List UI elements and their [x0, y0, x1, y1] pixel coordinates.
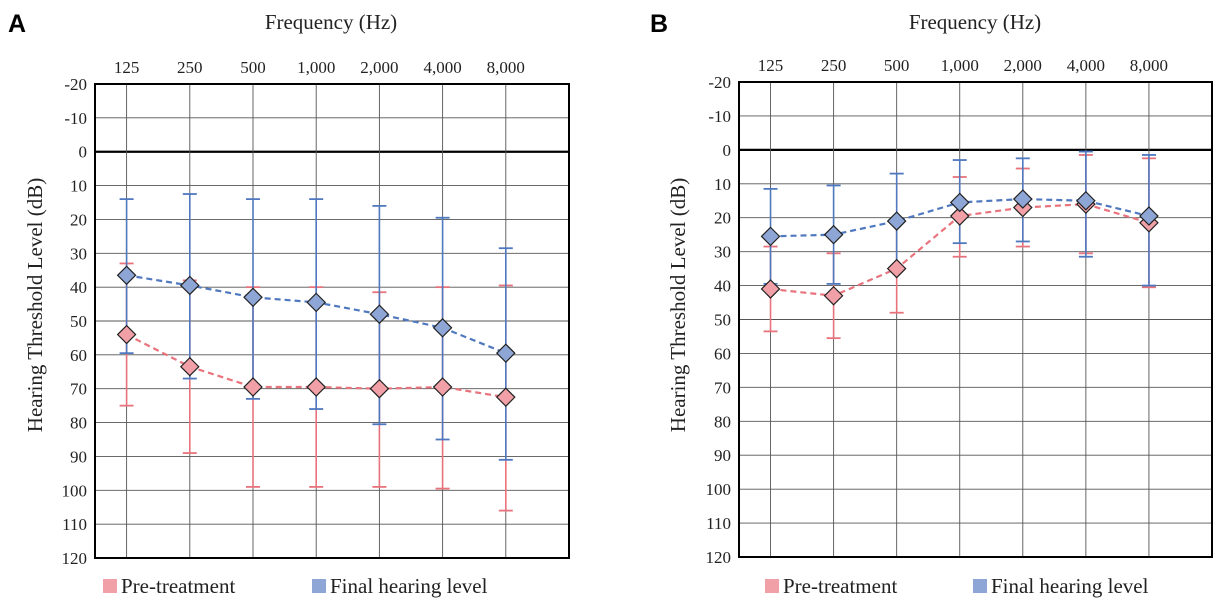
y-tick-label-a: 40 [70, 278, 87, 297]
y-tick-label-b: 10 [714, 175, 731, 194]
x-tick-label-b: 2,000 [1004, 56, 1042, 75]
y-tick-label-a: -10 [64, 109, 87, 128]
legend-label-pre-b: Pre-treatment [783, 574, 897, 598]
y-tick-label-a: 20 [70, 210, 87, 229]
marker-pre-b [949, 206, 970, 226]
y-tick-label-a: 110 [62, 515, 87, 534]
chart-panel-a: -20 -10 0 10 20 30 40 50 60 70 80 90 100 110 120 125 250… [62, 58, 570, 568]
x-axis-title-b: Frequency (Hz) [909, 10, 1041, 34]
marker-final-b [1139, 206, 1159, 226]
x-tick-label-a: 1,000 [297, 58, 335, 77]
legend-label-pre-a: Pre-treatment [121, 574, 235, 598]
y-tick-label-b: 70 [714, 378, 731, 397]
y-tick-label-a: 60 [70, 346, 87, 365]
marker-final-b [949, 192, 970, 213]
marker-final-b [760, 226, 781, 247]
x-tick-label-b: 500 [884, 56, 910, 75]
legend-swatch-pre-b [765, 579, 779, 593]
y-tick-label-a: 0 [79, 143, 88, 162]
marker-final-b [823, 224, 844, 245]
marker-final-b [1012, 189, 1033, 209]
y-tick-label-b: 100 [706, 480, 732, 499]
x-tick-label-b: 125 [758, 56, 784, 75]
marker-pre-b [823, 285, 844, 306]
y-axis-label-a: Hearing Threshold Level (dB) [23, 178, 47, 432]
y-tick-label-a: 70 [70, 380, 87, 399]
marker-final-a [243, 287, 263, 308]
marker-pre-a [306, 377, 327, 397]
legend-b: Pre-treatment Final hearing level [765, 574, 1149, 598]
y-tick-label-a: 90 [70, 447, 87, 466]
legend-swatch-final-b [973, 579, 987, 593]
y-tick-label-b: -10 [708, 107, 731, 126]
legend-swatch-final-a [312, 579, 326, 593]
plot-frame-b [738, 81, 1213, 558]
y-tick-label-b: 0 [723, 141, 732, 160]
y-tick-label-a: -20 [64, 75, 87, 94]
y-tick-label-a: 120 [62, 549, 88, 568]
plot-frame-a [94, 83, 570, 559]
panel-letter-b: B [650, 10, 668, 38]
y-tick-label-b: 120 [706, 548, 732, 567]
chart-panel-b: -20 -10 0 10 20 30 40 50 60 70 80 90 100 110 120 125 250… [706, 56, 1213, 567]
y-tick-label-b: -20 [708, 73, 731, 92]
y-tick-label-b: 20 [714, 209, 731, 228]
y-tick-label-a: 50 [70, 312, 87, 331]
x-tick-label-a: 2,000 [360, 58, 398, 77]
marker-pre-a [116, 324, 137, 345]
panel-letter-a: A [8, 10, 26, 38]
x-tick-label-a: 250 [177, 58, 203, 77]
marker-final-a [116, 265, 137, 286]
marker-pre-a [243, 377, 263, 397]
marker-pre-a [432, 377, 453, 397]
marker-final-a [179, 275, 200, 296]
y-tick-label-a: 80 [70, 414, 87, 433]
y-tick-label-b: 40 [714, 277, 731, 296]
y-tick-label-b: 110 [706, 514, 731, 533]
y-tick-label-a: 100 [62, 481, 88, 500]
x-tick-label-b: 1,000 [941, 56, 979, 75]
marker-final-a [369, 304, 390, 325]
y-tick-label-b: 90 [714, 446, 731, 465]
x-tick-label-a: 4,000 [423, 58, 461, 77]
legend-label-final-b: Final hearing level [991, 574, 1149, 598]
x-tick-label-b: 250 [821, 56, 847, 75]
marker-final-b [886, 211, 907, 231]
y-tick-label-b: 30 [714, 243, 731, 262]
marker-pre-b [886, 258, 907, 279]
marker-final-a [306, 292, 327, 313]
marker-final-b [1076, 190, 1096, 211]
x-axis-title-a: Frequency (Hz) [265, 10, 397, 34]
marker-pre-b [760, 279, 781, 299]
x-tick-label-a: 8,000 [487, 58, 525, 77]
y-tick-label-b: 80 [714, 412, 731, 431]
y-tick-label-a: 30 [70, 244, 87, 263]
legend-label-final-a: Final hearing level [330, 574, 488, 598]
x-tick-label-a: 125 [114, 58, 140, 77]
marker-pre-a [369, 378, 390, 399]
legend-swatch-pre-a [103, 579, 117, 593]
legend-a: Pre-treatment Final hearing level [103, 574, 488, 598]
x-tick-label-b: 8,000 [1130, 56, 1168, 75]
x-tick-label-b: 4,000 [1067, 56, 1105, 75]
marker-final-a [495, 343, 516, 364]
y-axis-label-b: Hearing Threshold Level (dB) [666, 178, 690, 432]
y-tick-label-b: 60 [714, 344, 731, 363]
y-tick-label-a: 10 [70, 177, 87, 196]
marker-pre-a [179, 356, 200, 377]
marker-pre-a [495, 387, 516, 408]
marker-final-a [432, 317, 453, 338]
x-tick-label-a: 500 [240, 58, 266, 77]
y-tick-label-b: 50 [714, 311, 731, 330]
